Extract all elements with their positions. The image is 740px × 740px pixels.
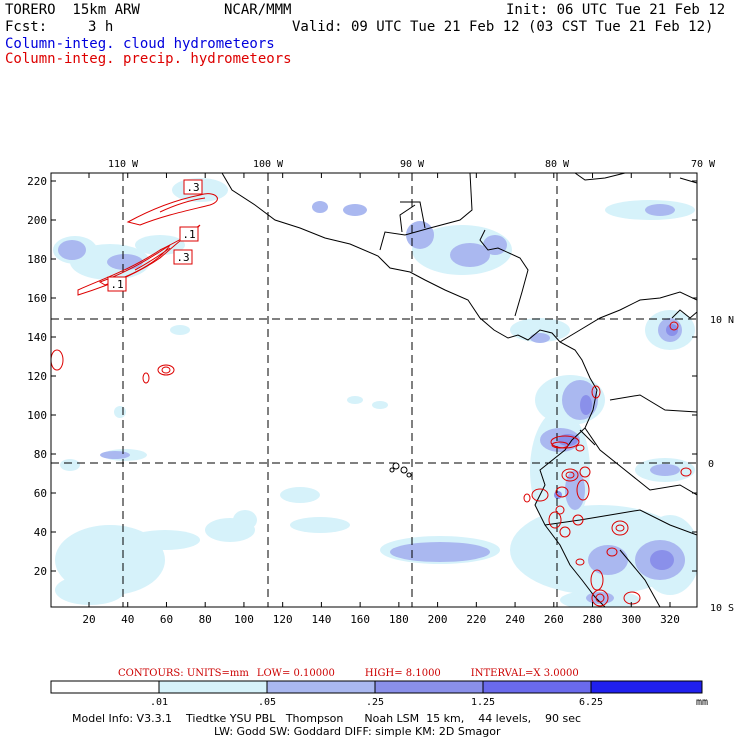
valid-time: Valid: 09 UTC Tue 21 Feb 12 (03 CST Tue … (292, 19, 714, 35)
plot-frame (50, 172, 698, 608)
colorbar-bin-3 (374, 680, 484, 694)
x-label-280: 280 (583, 613, 603, 626)
x-label-160: 160 (350, 613, 370, 626)
x-axis-labels: 20 40 60 80 100 120 140 160 180 200 220 240 260 280 30… (82, 613, 680, 626)
y-label-60: 60 (34, 487, 47, 500)
y-label-140: 140 (27, 331, 47, 344)
x-label-80: 80 (199, 613, 212, 626)
model-title: TORERO 15km ARW (5, 2, 140, 18)
lon-label-80w: 80 W (545, 159, 570, 170)
x-label-220: 220 (466, 613, 486, 626)
colorbar-label-001: .01 (150, 697, 168, 708)
colorbar: .01 .05 .25 1.25 6.25 mm (50, 680, 708, 708)
y-label-160: 160 (27, 292, 47, 305)
colorbar-bin-0 (50, 680, 160, 694)
model-info-line1: Model Info: V3.3.1 Tiedtke YSU PBL Thomp… (72, 712, 582, 725)
lat-label-equator: 0 (708, 459, 714, 470)
x-label-100: 100 (234, 613, 254, 626)
forecast-hour: 3 h (88, 19, 114, 35)
x-label-260: 260 (544, 613, 564, 626)
x-label-40: 40 (121, 613, 134, 626)
x-label-240: 240 (505, 613, 525, 626)
contour-label-d: .1 (110, 278, 123, 291)
x-label-120: 120 (273, 613, 293, 626)
colorbar-bin-4 (482, 680, 592, 694)
precip-contours (51, 193, 692, 607)
x-label-60: 60 (160, 613, 173, 626)
galapagos-islands (389, 462, 412, 478)
colorbar-label-125: 1.25 (471, 697, 495, 708)
lon-label-110w: 110 W (108, 159, 139, 170)
contour-high: HIGH= 8.1000 (364, 668, 441, 679)
colorbar-unit: mm (696, 697, 708, 708)
colorbar-label-025: .25 (366, 697, 384, 708)
top-longitude-labels: 110 W 100 W 90 W 80 W 70 W (108, 159, 716, 170)
contour-units: CONTOURS: UNITS=mm (118, 668, 249, 679)
y-axis-labels: 220 200 180 160 140 120 100 80 60 40 20 (27, 175, 47, 578)
lon-label-70w: 70 W (691, 159, 716, 170)
field-precip-title: Column-integ. precip. hydrometeors (5, 51, 292, 67)
init-time: Init: 06 UTC Tue 21 Feb 12 (506, 2, 726, 18)
colorbar-label-625: 6.25 (579, 697, 603, 708)
y-label-20: 20 (34, 565, 47, 578)
contour-label-b: .1 (182, 228, 195, 241)
y-label-220: 220 (27, 175, 47, 188)
y-label-40: 40 (34, 526, 47, 539)
x-label-140: 140 (311, 613, 331, 626)
lon-label-90w: 90 W (400, 159, 425, 170)
contour-interval: INTERVAL=X 3.0000 (470, 668, 579, 679)
y-label-120: 120 (27, 370, 47, 383)
contour-labels: .3 .1 .3 .1 (107, 179, 203, 292)
y-label-100: 100 (27, 409, 47, 422)
lat-label-10n: 10 N (710, 315, 734, 326)
model-info-line2: LW: Godd SW: Goddard DIFF: simple KM: 2D… (214, 725, 501, 738)
center-name: NCAR/MMM (224, 2, 292, 18)
y-label-180: 180 (27, 253, 47, 266)
forecast-label: Fcst: (5, 19, 48, 35)
lat-label-10s: 10 S (710, 603, 734, 614)
field-cloud-title: Column-integ. cloud hydrometeors (5, 36, 275, 52)
y-axis-ticks (51, 180, 697, 572)
x-label-300: 300 (621, 613, 641, 626)
contour-label-c: .3 (176, 251, 189, 264)
graticule (51, 173, 697, 607)
contour-low: LOW= 0.10000 (256, 668, 335, 679)
colorbar-bin-1 (158, 680, 268, 694)
x-label-20: 20 (82, 613, 95, 626)
lon-label-100w: 100 W (253, 159, 284, 170)
cloud-shading (53, 178, 697, 607)
y-label-80: 80 (34, 448, 47, 461)
x-axis-ticks (88, 173, 671, 607)
y-label-200: 200 (27, 214, 47, 227)
right-latitude-labels: 10 N 0 10 S (708, 315, 734, 614)
colorbar-bin-5 (590, 680, 703, 694)
x-label-180: 180 (389, 613, 409, 626)
coastlines (221, 173, 697, 607)
x-label-200: 200 (428, 613, 448, 626)
colorbar-bin-2 (266, 680, 376, 694)
x-label-320: 320 (660, 613, 680, 626)
contour-label-a: .3 (186, 181, 199, 194)
contour-info: CONTOURS: UNITS=mm LOW= 0.10000 HIGH= 8.10… (118, 668, 609, 679)
colorbar-label-005: .05 (258, 697, 276, 708)
